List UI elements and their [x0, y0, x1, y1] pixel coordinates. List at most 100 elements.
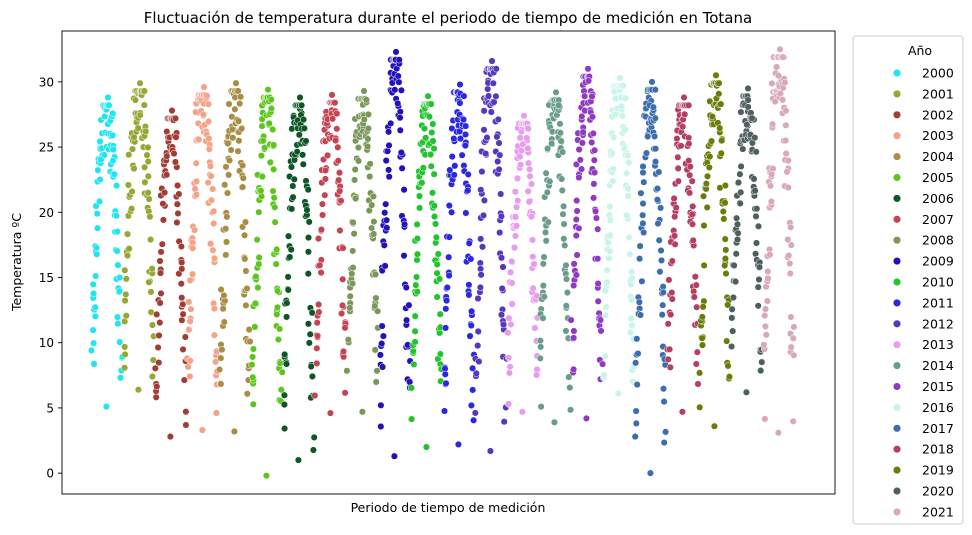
data-point [494, 115, 502, 123]
data-point [346, 292, 354, 300]
data-point [436, 350, 444, 358]
data-point [606, 247, 614, 255]
data-point [205, 135, 213, 143]
data-point [505, 400, 513, 408]
data-point [458, 151, 466, 159]
data-point [223, 213, 231, 221]
data-point [703, 203, 711, 211]
data-point [570, 334, 578, 342]
data-point [690, 293, 698, 301]
data-point [400, 252, 408, 260]
data-point [689, 202, 697, 210]
data-point [666, 363, 674, 371]
data-point [655, 168, 663, 176]
data-point [422, 443, 430, 451]
data-point [651, 114, 659, 122]
data-point [427, 100, 435, 108]
data-point [313, 359, 321, 367]
data-point [334, 143, 342, 151]
data-point [430, 202, 438, 210]
data-point [468, 307, 476, 315]
chart-title: Fluctuación de temperatura durante el pe… [144, 9, 752, 27]
data-point [516, 153, 524, 161]
data-point [744, 96, 752, 104]
data-point [136, 79, 144, 87]
data-point [575, 145, 583, 154]
data-point [732, 250, 740, 258]
data-point [343, 367, 351, 375]
data-point [588, 113, 597, 121]
data-point [710, 422, 718, 430]
data-point [175, 190, 183, 198]
data-point [752, 148, 760, 156]
series-2002 [151, 107, 190, 441]
legend-marker [892, 507, 902, 516]
data-point [721, 199, 729, 207]
data-point [215, 366, 224, 374]
data-point [116, 287, 124, 295]
data-point [443, 283, 451, 292]
data-point [475, 357, 483, 366]
data-point [513, 174, 522, 182]
data-point [209, 185, 217, 193]
data-point [592, 207, 600, 215]
data-point [328, 91, 336, 99]
data-point [335, 176, 343, 184]
data-point [537, 343, 545, 351]
data-point [400, 186, 408, 194]
data-point [319, 211, 327, 219]
data-point [122, 312, 130, 320]
data-point [245, 326, 253, 334]
data-point [736, 199, 744, 207]
data-point [640, 178, 648, 186]
data-point [90, 360, 98, 368]
data-point [784, 183, 792, 192]
data-point [514, 197, 522, 205]
data-point [134, 124, 142, 132]
legend-label: 2004 [922, 149, 954, 164]
data-point [632, 407, 640, 415]
data-point [270, 165, 278, 173]
data-point [548, 139, 556, 148]
data-point [190, 226, 199, 234]
series-2012 [471, 57, 511, 455]
data-point [332, 137, 340, 145]
data-point [677, 142, 685, 150]
data-point [422, 134, 430, 142]
data-point [93, 250, 101, 258]
data-point [324, 151, 332, 159]
data-point [494, 157, 502, 166]
data-point [249, 400, 257, 408]
data-point [349, 247, 357, 255]
data-point [125, 245, 133, 253]
data-point [191, 185, 199, 193]
data-point [685, 101, 693, 109]
data-point [748, 114, 756, 122]
legend-marker [892, 215, 902, 224]
data-point [300, 116, 308, 124]
data-point [467, 255, 475, 263]
data-point [178, 294, 186, 302]
data-point [222, 225, 230, 233]
data-point [724, 301, 732, 309]
data-point [628, 321, 636, 329]
data-point [507, 268, 515, 276]
data-point [351, 165, 359, 174]
data-point [348, 270, 356, 278]
data-point [755, 263, 764, 271]
data-point [693, 303, 701, 311]
data-point [418, 179, 426, 187]
data-point [528, 180, 536, 188]
data-point [155, 359, 163, 367]
legend-marker [892, 361, 902, 370]
legend-marker [892, 277, 902, 287]
data-point [655, 236, 663, 244]
data-point [334, 157, 342, 165]
data-point [207, 240, 215, 248]
legend-label: 2001 [922, 86, 954, 101]
data-point [217, 286, 225, 294]
data-point [402, 283, 410, 292]
legend-label: 2009 [922, 254, 954, 269]
data-point [394, 72, 402, 80]
data-point [754, 302, 762, 310]
